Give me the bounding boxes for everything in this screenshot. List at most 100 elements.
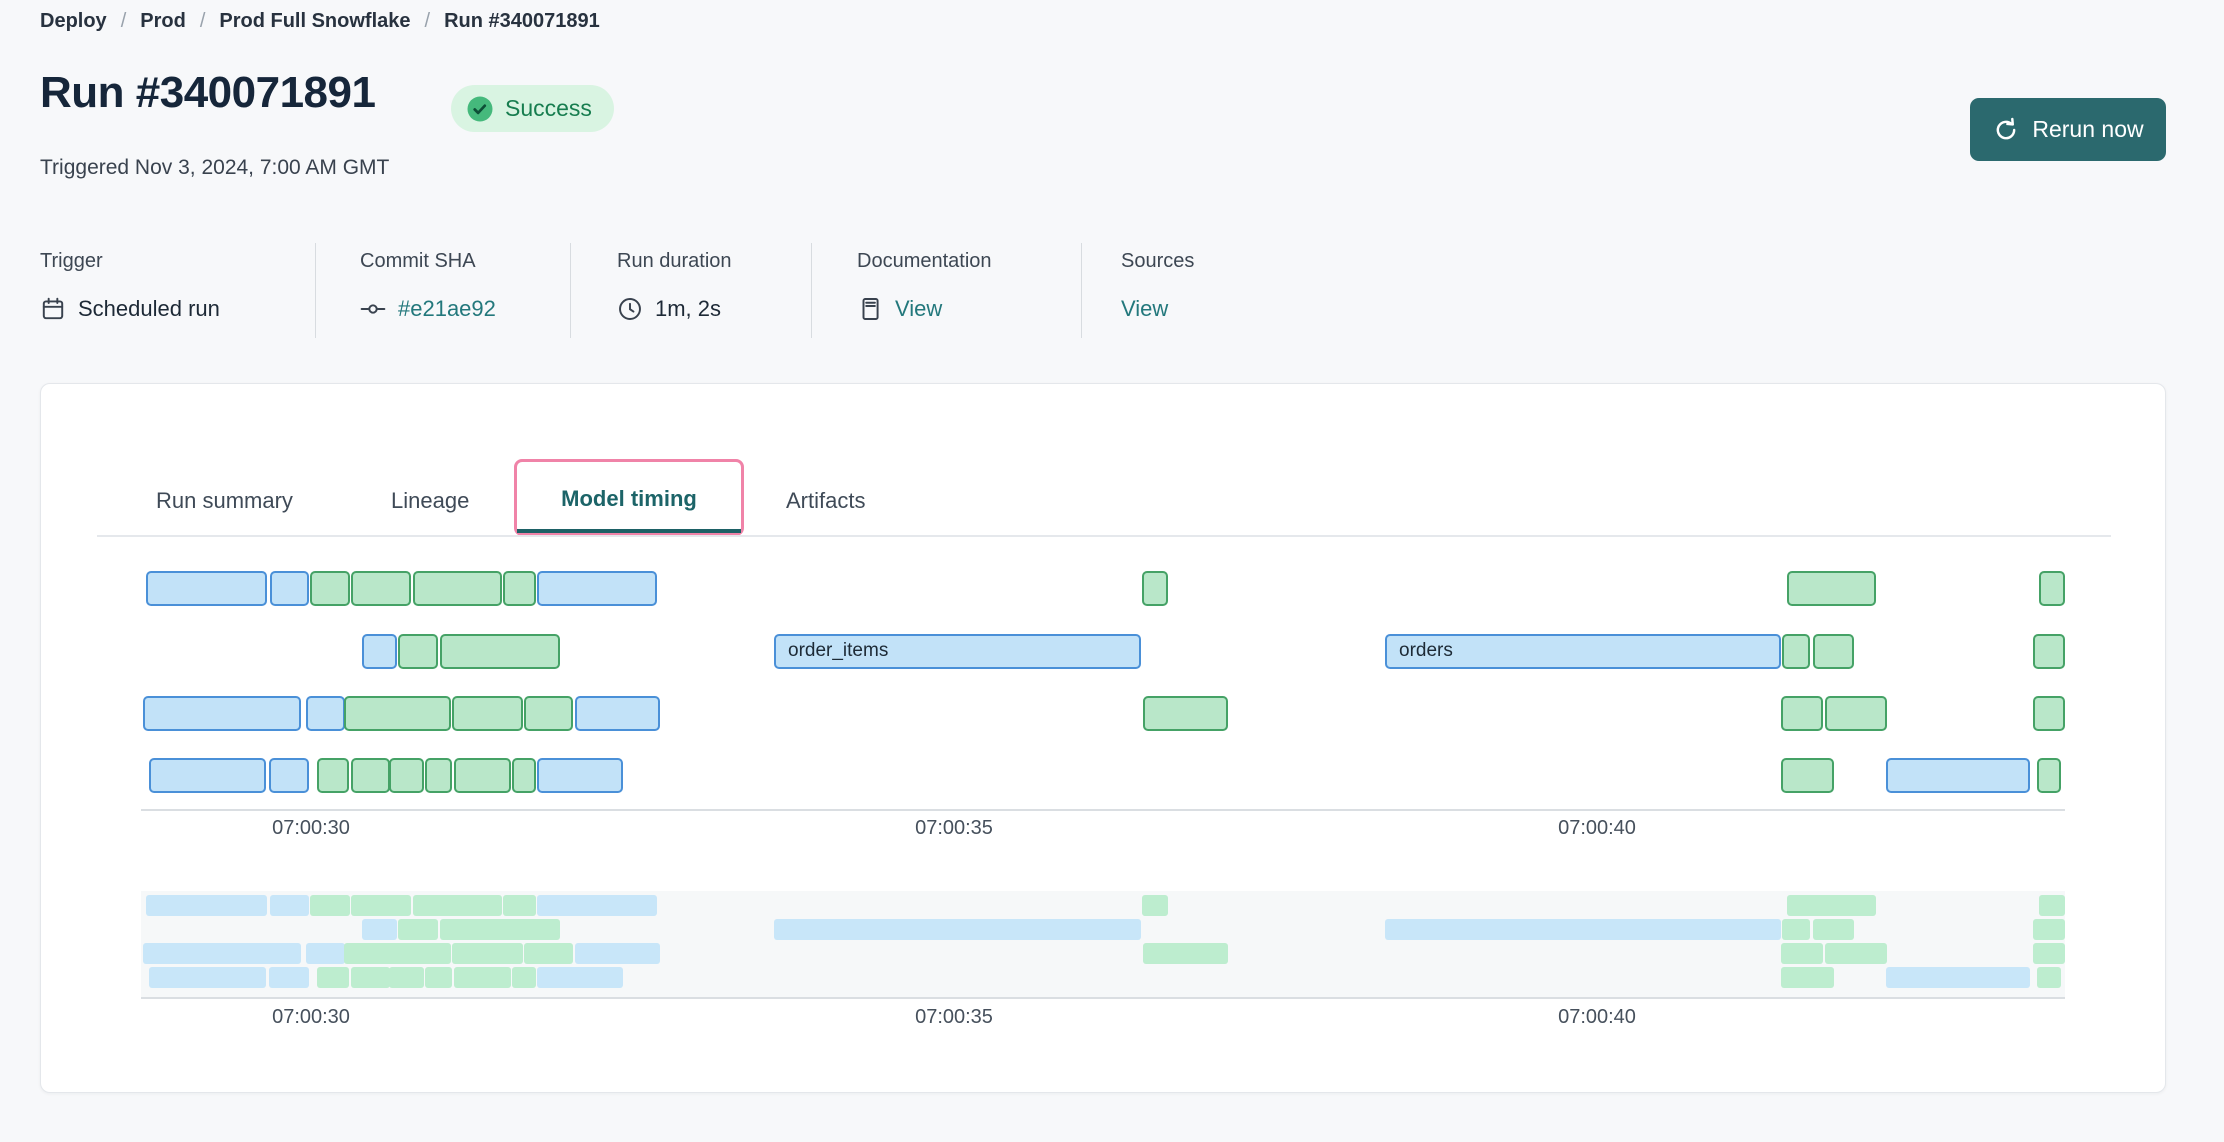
minimap-bar: [146, 895, 267, 916]
gantt-bar[interactable]: [351, 758, 390, 793]
tab-run-summary[interactable]: Run summary: [156, 488, 293, 513]
minimap-bar: [440, 919, 560, 940]
minimap-bar: [575, 943, 660, 964]
minimap-bar: [1143, 943, 1228, 964]
tab-lineage[interactable]: Lineage: [391, 488, 470, 513]
trigger-value-text: Scheduled run: [78, 296, 220, 321]
minimap-bar: [398, 919, 438, 940]
minimap-bar: [351, 967, 390, 988]
gantt-bar[interactable]: [503, 571, 536, 606]
breadcrumb: Deploy / Prod / Prod Full Snowflake / Ru…: [40, 10, 600, 33]
minimap-bar: [1813, 919, 1854, 940]
gantt-bar[interactable]: [310, 571, 350, 606]
meta-label-trigger: Trigger: [40, 250, 103, 272]
minimap-bar: [310, 895, 350, 916]
minimap-bar: [512, 967, 536, 988]
gantt-bar[interactable]: [344, 696, 451, 731]
meta-divider: [811, 243, 812, 338]
minimap-bar: [344, 943, 451, 964]
tab-artifacts[interactable]: Artifacts: [786, 488, 866, 513]
time-tick-label: 07:00:30: [272, 1006, 350, 1028]
gantt-bar[interactable]: [413, 571, 502, 606]
gantt-bar[interactable]: [1781, 696, 1823, 731]
run-detail-card: Run summary Lineage Model timing Artifac…: [40, 383, 2166, 1093]
meta-divider: [1081, 243, 1082, 338]
minimap-bar: [1781, 967, 1834, 988]
documentation-view-link[interactable]: View: [895, 296, 943, 321]
gantt-bar[interactable]: [2033, 634, 2065, 669]
gantt-bar[interactable]: [351, 571, 411, 606]
minimap-bar: [306, 943, 345, 964]
minimap-bar: [452, 943, 523, 964]
minimap-bar: [2039, 895, 2065, 916]
minimap-bar: [425, 967, 452, 988]
meta-label-documentation: Documentation: [857, 250, 992, 272]
gantt-bar[interactable]: [454, 758, 511, 793]
sources-view-link[interactable]: View: [1121, 296, 1169, 321]
gantt-bar[interactable]: [1825, 696, 1887, 731]
rerun-now-label: Rerun now: [2032, 116, 2144, 142]
meta-label-commit-sha: Commit SHA: [360, 250, 476, 272]
gantt-bar[interactable]: [537, 571, 657, 606]
breadcrumb-prod[interactable]: Prod: [140, 10, 186, 32]
gantt-bar[interactable]: [389, 758, 424, 793]
trigger-value: Scheduled run: [40, 296, 220, 322]
gantt-bar[interactable]: [1143, 696, 1228, 731]
gantt-bar[interactable]: [1782, 634, 1810, 669]
rerun-now-button[interactable]: Rerun now: [1970, 98, 2166, 161]
minimap-bar: [351, 895, 411, 916]
gantt-bar[interactable]: order_items: [774, 634, 1141, 669]
commit-sha-link[interactable]: #e21ae92: [398, 296, 496, 321]
gantt-bar[interactable]: [317, 758, 349, 793]
gantt-bar[interactable]: [425, 758, 452, 793]
commit-sha-value: #e21ae92: [360, 296, 496, 322]
breadcrumb-separator: /: [199, 10, 206, 32]
meta-divider: [315, 243, 316, 338]
gantt-bar[interactable]: [146, 571, 267, 606]
tab-model-timing[interactable]: Model timing: [514, 459, 744, 536]
gantt-bar[interactable]: [270, 571, 309, 606]
gantt-bar[interactable]: [524, 696, 573, 731]
gantt-bar[interactable]: [398, 634, 438, 669]
gantt-bar[interactable]: [149, 758, 266, 793]
status-badge: Success: [451, 85, 614, 132]
breadcrumb-environment[interactable]: Prod Full Snowflake: [219, 10, 411, 32]
commit-icon: [360, 296, 386, 322]
minimap-bar: [2033, 943, 2065, 964]
gantt-bar[interactable]: [512, 758, 536, 793]
gantt-bar[interactable]: [1813, 634, 1854, 669]
gantt-bar[interactable]: [1781, 758, 1834, 793]
run-duration-text: 1m, 2s: [655, 296, 722, 321]
minimap-bar: [270, 895, 309, 916]
time-axis: 07:00:30 07:00:35 07:00:40: [41, 817, 2165, 847]
gantt-bar[interactable]: [440, 634, 560, 669]
gantt-bar[interactable]: [1787, 571, 1876, 606]
gantt-bar[interactable]: orders: [1385, 634, 1781, 669]
time-tick-label: 07:00:35: [915, 817, 993, 839]
breadcrumb-deploy[interactable]: Deploy: [40, 10, 107, 32]
minimap-bar: [389, 967, 424, 988]
page-title: Run #340071891: [40, 68, 376, 117]
gantt-bar[interactable]: [1886, 758, 2030, 793]
meta-label-sources: Sources: [1121, 250, 1195, 272]
status-badge-label: Success: [505, 95, 592, 121]
minimap-bar: [454, 967, 511, 988]
time-tick-label: 07:00:40: [1558, 817, 1636, 839]
gantt-bar[interactable]: [537, 758, 623, 793]
minimap-bar: [149, 967, 266, 988]
minimap-time-axis: 07:00:30 07:00:35 07:00:40: [41, 1006, 2165, 1036]
gantt-bar[interactable]: [143, 696, 301, 731]
gantt-bar[interactable]: [452, 696, 523, 731]
gantt-bar[interactable]: [2037, 758, 2061, 793]
gantt-bar[interactable]: [362, 634, 397, 669]
gantt-bar[interactable]: [306, 696, 345, 731]
gantt-bar[interactable]: [575, 696, 660, 731]
gantt-bar[interactable]: [2033, 696, 2065, 731]
minimap-bar: [1782, 919, 1810, 940]
minimap-bar: [1385, 919, 1781, 940]
minimap-bar: [1886, 967, 2030, 988]
documentation-value: View: [857, 296, 942, 322]
gantt-bar[interactable]: [269, 758, 309, 793]
gantt-bar[interactable]: [1142, 571, 1168, 606]
gantt-bar[interactable]: [2039, 571, 2065, 606]
